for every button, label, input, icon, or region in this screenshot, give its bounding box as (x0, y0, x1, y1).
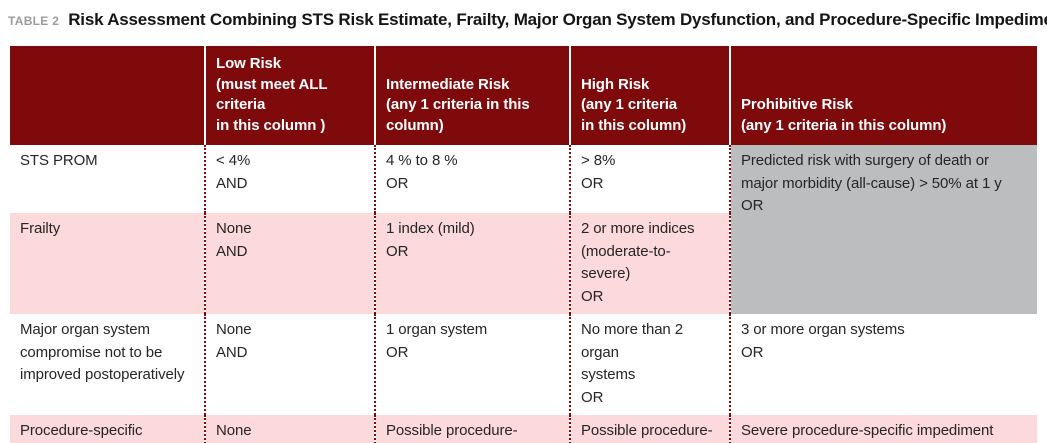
cell-sts-prom-low: < 4% AND (204, 145, 375, 213)
table-caption: TABLE 2 Risk Assessment Combining STS Ri… (8, 9, 1047, 32)
column-header-prohibitive-risk: Prohibitive Risk (any 1 criteria in this… (729, 46, 1037, 145)
risk-assessment-table: Low Risk (must meet ALL criteria in this… (10, 46, 1037, 443)
cell-prohibitive-merged: Predicted risk with surgery of death or … (729, 145, 1037, 314)
column-header-intermediate-risk: Intermediate Risk (any 1 criteria in thi… (374, 46, 570, 145)
cell-frailty-high: 2 or more indices (moderate-to-severe) O… (569, 213, 730, 314)
cell-procedure-high: Possible procedure- specific impediment (569, 415, 730, 443)
row-header-procedure-specific: Procedure-specific impediment (20, 422, 143, 439)
table-row-procedure-specific: Procedure-specific impediment None Possi… (10, 415, 1037, 443)
column-header-high-risk: High Risk (any 1 criteria in this column… (569, 46, 730, 145)
row-header-major-organ: Major organ system compromise not to be … (20, 321, 185, 383)
cell-major-organ-intermediate: 1 organ system OR (374, 314, 570, 415)
cell-procedure-intermediate: Possible procedure- specific impediment (374, 415, 570, 443)
table-number-tag: TABLE 2 (8, 14, 60, 28)
row-header-frailty: Frailty (20, 220, 61, 237)
row-header-sts-prom: STS PROM (20, 152, 98, 169)
cell-sts-prom-high: > 8% OR (569, 145, 730, 213)
cell-frailty-low: None AND (204, 213, 375, 314)
cell-sts-prom-intermediate: 4 % to 8 % OR (374, 145, 570, 213)
cell-frailty-intermediate: 1 index (mild) OR (374, 213, 570, 314)
cell-major-organ-prohibitive: 3 or more organ systems OR (729, 314, 1037, 415)
table-row-sts-prom: STS PROM < 4% AND 4 % to 8 % OR > 8% OR … (10, 145, 1037, 314)
column-header-low-risk: Low Risk (must meet ALL criteria in this… (204, 46, 375, 145)
cell-procedure-prohibitive: Severe procedure-specific impediment (729, 415, 1037, 443)
column-header-empty (10, 46, 205, 145)
cell-major-organ-low: None AND (204, 314, 375, 415)
table-header-row: Low Risk (must meet ALL criteria in this… (10, 46, 1037, 145)
table-row-major-organ: Major organ system compromise not to be … (10, 314, 1037, 415)
cell-procedure-low: None (204, 415, 375, 443)
page-title: Risk Assessment Combining STS Risk Estim… (68, 10, 1047, 29)
cell-major-organ-high: No more than 2 organ systems OR (569, 314, 730, 415)
